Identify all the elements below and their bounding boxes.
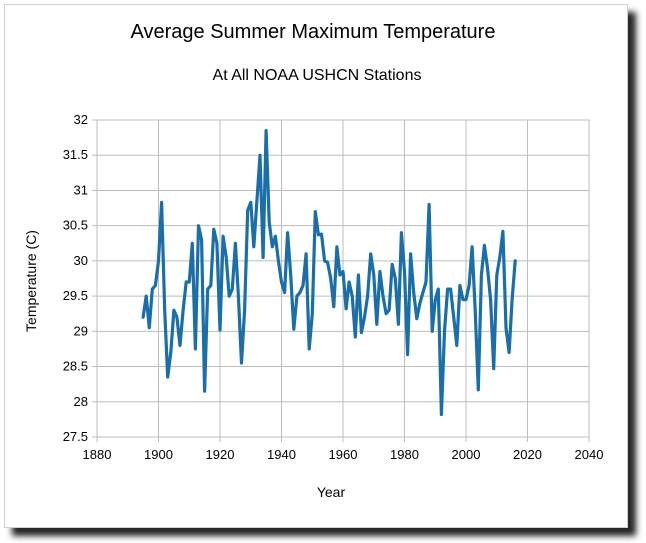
x-tick-label: 1940 (267, 447, 296, 462)
x-tick-label: 1980 (390, 447, 419, 462)
series-line (141, 129, 517, 417)
x-tick-label: 2000 (452, 447, 481, 462)
x-tick-label: 2040 (575, 447, 604, 462)
y-tick-label: 28.5 (63, 359, 88, 374)
x-tick-label: 2020 (513, 447, 542, 462)
y-tick-label: 27.5 (63, 429, 88, 444)
y-axis-label: Temperature (C) (23, 230, 39, 332)
y-axis-ticks: 27.5 28 28.5 29 29.5 30 30.5 31 31.5 32 (63, 112, 88, 444)
x-tick-label: 1960 (329, 447, 358, 462)
plot-area (96, 119, 590, 438)
chart-subtitle: At All NOAA USHCN Stations (213, 67, 422, 84)
x-axis-ticks: 1880 1900 1920 1940 1960 1980 2000 2020 2040 (83, 447, 604, 462)
x-tick-label: 1900 (144, 447, 173, 462)
chart-title: Average Summer Maximum Temperature (131, 21, 496, 43)
x-axis-label: Year (317, 484, 346, 500)
y-tick-label: 30.5 (63, 218, 88, 233)
y-tick-label: 30 (74, 253, 88, 268)
x-tick-label: 1880 (83, 447, 112, 462)
y-tick-label: 29.5 (63, 288, 88, 303)
y-tick-label: 31 (74, 182, 88, 197)
y-tick-label: 31.5 (63, 147, 88, 162)
y-tick-label: 28 (74, 394, 88, 409)
y-tick-label: 29 (74, 323, 88, 338)
x-tick-label: 1920 (206, 447, 235, 462)
chart-frame (4, 4, 628, 528)
series-group (141, 129, 517, 417)
y-tick-label: 32 (74, 112, 88, 127)
